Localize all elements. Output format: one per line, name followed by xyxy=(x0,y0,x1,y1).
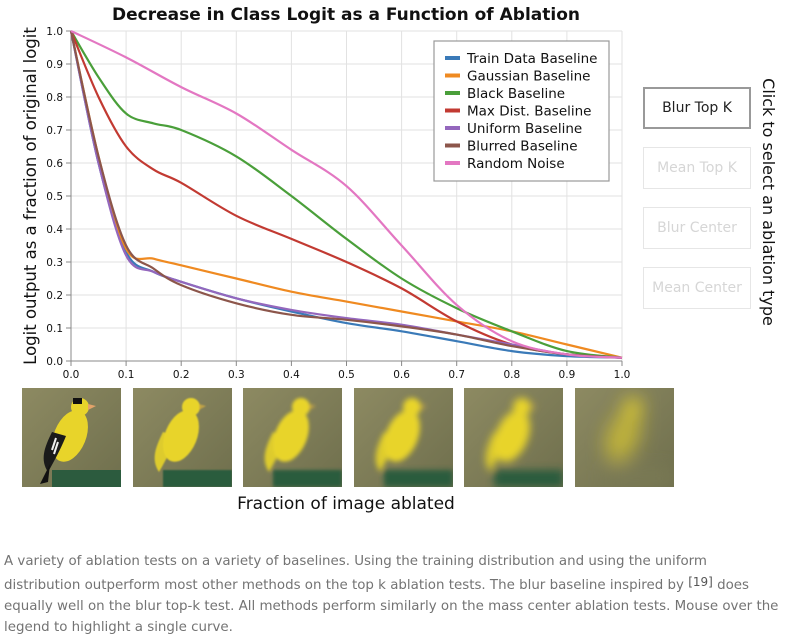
legend-swatch xyxy=(445,126,460,130)
ablation-option-blur-center[interactable]: Blur Center xyxy=(643,207,751,249)
legend-label: Random Noise xyxy=(467,156,565,172)
y-tick-label: 0.8 xyxy=(46,92,63,104)
chart-title: Decrease in Class Logit as a Function of… xyxy=(112,5,580,25)
ablation-option-mean-top-k[interactable]: Mean Top K xyxy=(643,147,751,189)
ablation-image-2 xyxy=(243,388,342,487)
legend-label: Gaussian Baseline xyxy=(467,69,590,85)
y-tick-label: 0.2 xyxy=(46,290,63,302)
y-tick-label: 0.5 xyxy=(46,191,63,203)
x-tick-label: 0.2 xyxy=(173,369,190,381)
x-tick-label: 0.4 xyxy=(283,369,300,381)
legend-label: Blurred Baseline xyxy=(467,139,578,155)
goldfinch-image xyxy=(243,388,342,487)
x-tick-label: 0.8 xyxy=(503,369,520,381)
ablation-image-4 xyxy=(464,388,563,487)
ablation-image-3 xyxy=(353,388,453,487)
y-axis-label: Logit output as a fraction of original l… xyxy=(21,27,40,365)
legend[interactable]: Train Data Baseline Gaussian BaselineBlac… xyxy=(433,40,610,182)
x-tick-label: 0.1 xyxy=(118,369,135,381)
series-line-uniform-baseline xyxy=(69,30,623,359)
legend-item-gaussian-baseline[interactable]: Gaussian Baseline xyxy=(445,69,590,85)
x-tick-label: 0.5 xyxy=(338,369,355,381)
goldfinch-image xyxy=(132,388,232,487)
y-tick-label: 0.1 xyxy=(46,323,63,335)
ablation-chart: Decrease in Class Logit as a Function of… xyxy=(21,5,778,514)
figure-caption: A variety of ablation tests on a variety… xyxy=(4,551,784,638)
y-tick-label: 0.6 xyxy=(46,158,63,170)
axes: 0.0 0.1 0.2 0.3 0.4 0.5 0.6 0.7 0.8 0.9 1.0 0.0 0.1 0… xyxy=(46,26,630,381)
x-tick-label: 0.3 xyxy=(228,369,245,381)
y-tick-label: 1.0 xyxy=(46,26,63,38)
caption-text-1: A variety of ablation tests on a variety… xyxy=(4,554,707,593)
y-tick-label: 0.3 xyxy=(46,257,63,269)
legend-swatch xyxy=(445,56,460,60)
legend-item-uniform-baseline[interactable]: Uniform Baseline xyxy=(445,121,582,137)
goldfinch-image xyxy=(574,388,674,487)
legend-label: Black Baseline xyxy=(467,86,565,102)
legend-swatch xyxy=(445,108,460,113)
series-line-blurred-baseline xyxy=(69,30,623,359)
ablation-selector-label: Click to select an ablation type xyxy=(759,78,778,326)
legend-swatch xyxy=(445,161,460,165)
ablation-option-blur-top-k[interactable]: Blur Top K xyxy=(643,87,751,129)
ablation-image-0 xyxy=(22,388,121,487)
legend-label: Uniform Baseline xyxy=(467,121,582,137)
series-line-random-noise xyxy=(70,30,623,359)
x-tick-label: 0.6 xyxy=(393,369,410,381)
legend-box xyxy=(433,40,610,182)
ablation-image-5 xyxy=(574,388,674,487)
citation-link[interactable]: [19] xyxy=(688,575,713,589)
legend-swatch xyxy=(445,73,460,78)
legend-item-black-baseline[interactable]: Black Baseline xyxy=(445,86,565,102)
y-tick-label: 0.9 xyxy=(46,59,63,71)
goldfinch-image xyxy=(464,388,563,487)
legend-item-random-noise[interactable]: Random Noise xyxy=(445,156,565,172)
series-line-black-baseline xyxy=(70,30,623,359)
x-tick-label: 1.0 xyxy=(614,369,631,381)
x-axis-label: Fraction of image ablated xyxy=(237,494,455,514)
legend-label: Max Dist. Baseline xyxy=(467,104,592,120)
x-tick-label: 0.7 xyxy=(448,369,465,381)
legend-label: Train Data Baseline xyxy=(466,51,597,67)
legend-item-max-dist-baseline[interactable]: Max Dist. Baseline xyxy=(445,104,592,120)
legend-swatch xyxy=(445,91,460,95)
legend-item-blurred-baseline[interactable]: Blurred Baseline xyxy=(445,139,578,155)
ablation-option-mean-center[interactable]: Mean Center xyxy=(643,267,751,309)
y-tick-label: 0.0 xyxy=(46,356,63,368)
x-tick-label: 0.9 xyxy=(559,369,576,381)
goldfinch-image xyxy=(353,388,453,487)
series-lines xyxy=(69,30,623,359)
y-tick-label: 0.7 xyxy=(46,125,63,137)
ablation-image-1 xyxy=(132,388,232,487)
caption-text-2: does equally well on the blur top-k test… xyxy=(4,578,779,635)
goldfinch-image xyxy=(22,388,121,487)
y-tick-label: 0.4 xyxy=(46,224,63,236)
legend-swatch xyxy=(445,143,460,148)
x-tick-label: 0.0 xyxy=(63,369,80,381)
legend-item-train-data-baseline[interactable]: Train Data Baseline xyxy=(445,51,597,67)
